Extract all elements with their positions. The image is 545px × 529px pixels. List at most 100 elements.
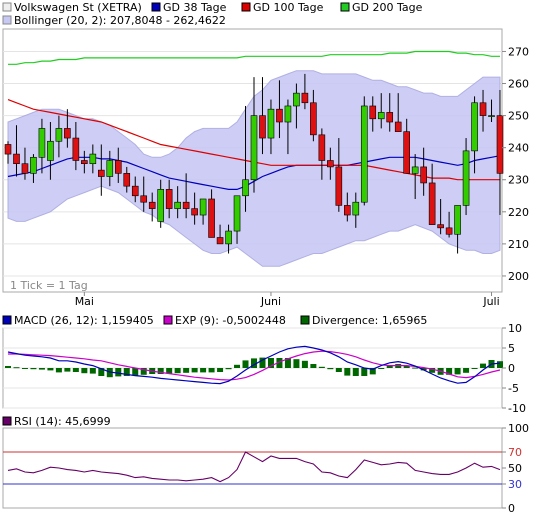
price-tick-label: 240 — [508, 142, 529, 155]
candle-down — [182, 201, 190, 209]
candle-down — [479, 102, 487, 116]
macd-tick-label: 5 — [508, 342, 515, 355]
divergence-bar — [327, 368, 334, 370]
rsi-tick-label: 50 — [508, 462, 522, 475]
divergence-bar — [5, 366, 11, 368]
legend-swatch-price — [2, 2, 12, 12]
legend-swatch-gd100 — [241, 2, 251, 12]
divergence-bar — [132, 368, 139, 376]
candle-down — [131, 185, 139, 197]
divergence-bar — [344, 368, 351, 376]
candle-up — [454, 205, 461, 235]
divergence-bar — [166, 368, 173, 374]
candle-down — [165, 189, 173, 209]
legend-swatch-gd200 — [340, 2, 350, 12]
legend-gd38: GD 38 Tage — [163, 1, 227, 14]
price-y-axis: 200 210 220 230 240 250 260 270 — [502, 45, 529, 283]
divergence-bar — [335, 368, 342, 372]
divergence-bar — [259, 357, 266, 368]
candle-down — [13, 153, 20, 165]
rsi-tick-label: 70 — [508, 446, 522, 459]
month-tick-label: Mai — [75, 295, 94, 308]
legend-gd200: GD 200 Tage — [352, 1, 423, 14]
candle-up — [284, 105, 292, 123]
divergence-bar — [361, 368, 368, 376]
divergence-bar — [115, 368, 122, 377]
legend-swatch-rsi — [2, 416, 12, 426]
candle-down — [386, 112, 394, 123]
rsi-tick-label: 30 — [508, 478, 522, 491]
divergence-bar — [318, 366, 325, 368]
price-tick-label: 230 — [508, 174, 529, 187]
candle-down — [301, 92, 309, 104]
rsi-line — [7, 451, 501, 483]
candle-down — [335, 166, 343, 206]
candle-down — [216, 237, 224, 245]
candle-up — [250, 115, 258, 181]
macd-tick-label: -5 — [508, 382, 519, 395]
price-tick-label: 220 — [508, 206, 529, 219]
rsi-tick-label: 100 — [508, 422, 529, 435]
legend-exp: EXP (9): -0,5002448 — [175, 314, 286, 327]
price-tick-label: 250 — [508, 110, 529, 123]
candle-up — [106, 160, 114, 177]
candle-up — [377, 112, 385, 120]
rsi-y-axis: 100 70 50 30 0 — [502, 422, 529, 515]
price-tick-label: 200 — [508, 270, 529, 283]
rsi-legend: RSI (14): 45,6999 — [2, 415, 111, 428]
price-tick-label: 270 — [508, 45, 529, 58]
candle-up — [267, 108, 275, 139]
candle-up — [242, 179, 249, 197]
legend-swatch-bollinger — [2, 15, 12, 25]
candle-down — [64, 128, 71, 139]
candle-up — [488, 115, 495, 117]
legend-price: Volkswagen St (XETRA) — [14, 1, 142, 14]
candle-up — [352, 201, 360, 216]
divergence-bar — [191, 368, 198, 373]
divergence-bar — [225, 368, 232, 370]
divergence-bar — [412, 367, 419, 369]
divergence-bar — [55, 368, 62, 373]
tick-note: 1 Tick = 1 Tag — [10, 279, 88, 292]
month-axis: Mai Juni Juli — [75, 292, 500, 308]
legend-swatch-divergence — [300, 315, 310, 325]
divergence-bar — [276, 358, 283, 368]
divergence-bar — [30, 368, 37, 370]
macd-tick-label: -10 — [508, 402, 526, 415]
divergence-bar — [64, 368, 71, 372]
divergence-bar — [454, 368, 461, 375]
divergence-bar — [157, 368, 164, 374]
divergence-bar — [183, 368, 190, 373]
candle-down — [369, 105, 377, 120]
divergence-bar — [471, 368, 478, 369]
divergence-bar — [72, 368, 79, 372]
candle-up — [38, 128, 46, 158]
divergence-bar — [463, 368, 470, 373]
candle-down — [437, 224, 444, 229]
divergence-bar — [446, 368, 453, 375]
candle-up — [157, 189, 164, 222]
candle-down — [81, 160, 88, 165]
candle-up — [55, 128, 63, 142]
price-tick-label: 260 — [508, 78, 529, 91]
divergence-bar — [301, 360, 308, 368]
divergence-bar — [47, 368, 54, 371]
candle-up — [199, 198, 207, 216]
candle-down — [4, 144, 12, 155]
candle-up — [411, 166, 419, 174]
month-tick-label: Juli — [482, 295, 499, 308]
divergence-bar — [81, 368, 88, 374]
divergence-bar — [140, 368, 147, 375]
candle-down — [259, 115, 266, 139]
rsi-tick-label: 0 — [508, 502, 515, 515]
candle-down — [114, 160, 122, 174]
candle-down — [318, 134, 326, 161]
divergence-bar — [310, 364, 317, 368]
divergence-bar — [386, 365, 393, 368]
divergence-bar — [217, 368, 224, 372]
candle-down — [420, 166, 427, 184]
divergence-bar — [98, 368, 105, 376]
candle-down — [403, 131, 410, 174]
candle-down — [208, 198, 215, 238]
